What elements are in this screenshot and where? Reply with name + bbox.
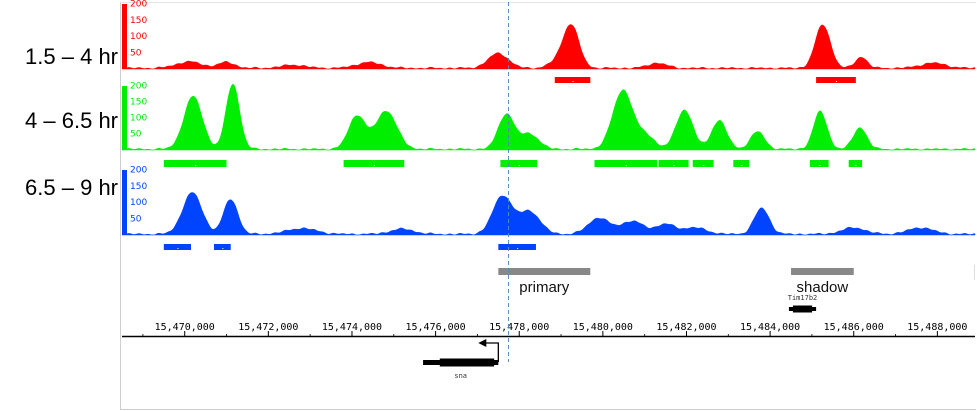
domain-bar (343, 160, 405, 167)
ruler-tick-label: 15,484,000 (740, 322, 800, 333)
y-axis-bar-2 (122, 86, 127, 150)
y-tick-label: 200 (130, 166, 147, 176)
domain-bar-dot (572, 81, 574, 82)
domain-bar-dot (518, 165, 520, 166)
domain-bar-dot (625, 165, 627, 166)
domain-bar (498, 244, 536, 250)
ruler-tick-label: 15,472,000 (238, 322, 298, 333)
domain-bar-dot (222, 248, 224, 249)
row-label-3: 6.5 – 9 hr (25, 175, 118, 200)
domain-bar-dot (673, 165, 675, 166)
domain-bar (658, 160, 689, 167)
gene-Tim17b2-label: Tim17b2 (788, 294, 818, 302)
y-tick-label: 150 (130, 16, 147, 26)
domain-bar (163, 160, 227, 167)
ruler-tick-label: 15,470,000 (155, 322, 215, 333)
y-tick-label: 50 (130, 48, 142, 58)
domain-bar-dot (835, 81, 837, 82)
y-tick-label: 50 (130, 130, 142, 140)
enhancer-bar (791, 268, 854, 275)
y-axis-bar-1 (122, 4, 127, 69)
ruler-tick-label: 15,486,000 (824, 322, 884, 333)
domain-bar (213, 244, 231, 250)
signal-area-2 (121, 83, 976, 151)
y-tick-label: 100 (130, 114, 147, 124)
gene-sna-exon (439, 358, 495, 367)
signal-area-3 (121, 192, 976, 236)
ruler-tick-label: 15,482,000 (656, 322, 716, 333)
row-label-2: 4 – 6.5 hr (25, 108, 118, 133)
domain-bar-dot (195, 165, 197, 166)
domain-bar (500, 160, 538, 167)
ruler-tick-label: 15,476,000 (405, 322, 465, 333)
gene-sna-label: sna (454, 372, 467, 380)
signal-area-1 (121, 24, 976, 70)
enhancer-bar (498, 268, 591, 275)
domain-bar-dot (373, 165, 375, 166)
domain-bar-dot (819, 165, 821, 166)
y-tick-label: 150 (130, 182, 147, 192)
domain-bar-dot (855, 165, 857, 166)
y-tick-label: 200 (130, 0, 147, 10)
domain-bar-dot (741, 165, 743, 166)
domain-bar-dot (177, 248, 179, 249)
y-tick-label: 150 (130, 98, 147, 108)
gene-sna-arrowhead (478, 339, 487, 347)
y-axis-bar-3 (122, 170, 127, 235)
ruler-tick-label: 15,488,000 (907, 322, 967, 333)
enhancer-label-primary: primary (519, 279, 570, 296)
domain-bar (163, 244, 191, 250)
ruler-tick-label: 15,474,000 (322, 322, 382, 333)
ruler-tick-label: 15,480,000 (573, 322, 633, 333)
domain-bar (554, 77, 591, 83)
domain-bar-dot (517, 248, 519, 249)
domain-bar (848, 160, 863, 167)
domain-bar (692, 160, 714, 167)
y-tick-label: 50 (130, 214, 142, 224)
gene-Tim17b2-exon (792, 305, 813, 313)
domain-bar-dot (703, 165, 705, 166)
domain-bar (809, 160, 829, 167)
y-tick-label: 100 (130, 32, 147, 42)
ruler-tick-label: 15,478,000 (489, 322, 549, 333)
y-tick-label: 100 (130, 198, 147, 208)
domain-bar (733, 160, 750, 167)
domain-bar (594, 160, 658, 167)
row-label-1: 1.5 – 4 hr (25, 44, 118, 69)
gene-sna-tss-arrow (484, 342, 499, 362)
domain-bar (816, 77, 856, 83)
enhancer-label-shadow: shadow (797, 279, 849, 296)
y-tick-label: 200 (130, 82, 147, 92)
